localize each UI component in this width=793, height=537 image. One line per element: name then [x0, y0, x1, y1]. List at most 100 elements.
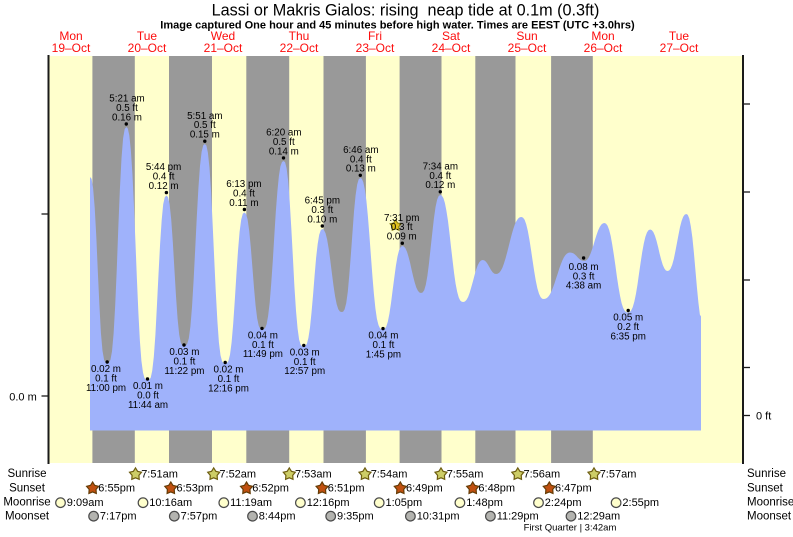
svg-text:6:46 am: 6:46 am [343, 145, 378, 156]
svg-text:7:56am: 7:56am [524, 469, 561, 481]
svg-text:0.04 m: 0.04 m [368, 331, 398, 342]
svg-text:5:44 pm: 5:44 pm [146, 162, 181, 173]
svg-text:24–Oct: 24–Oct [432, 41, 471, 55]
svg-text:11:29pm: 11:29pm [497, 511, 539, 523]
svg-text:First Quarter | 3:42am: First Quarter | 3:42am [524, 523, 617, 534]
svg-text:0.01 m: 0.01 m [133, 381, 163, 392]
svg-text:10:31pm: 10:31pm [417, 511, 460, 523]
svg-text:0.3 ft: 0.3 ft [391, 222, 413, 233]
svg-text:0.02 m: 0.02 m [91, 364, 121, 375]
svg-text:0.11 m: 0.11 m [229, 198, 258, 209]
svg-text:0.04 m: 0.04 m [248, 330, 278, 341]
svg-text:12:57 pm: 12:57 pm [284, 366, 325, 377]
svg-text:Sunset: Sunset [9, 483, 46, 495]
svg-text:Image captured One hour and 45: Image captured One hour and 45 minutes b… [160, 20, 635, 32]
svg-text:0.03 m: 0.03 m [290, 347, 320, 358]
svg-text:4:38 am: 4:38 am [566, 281, 601, 292]
svg-text:11:00 pm: 11:00 pm [86, 383, 126, 394]
svg-text:12:16pm: 12:16pm [307, 497, 350, 509]
svg-text:0.1 ft: 0.1 ft [252, 340, 274, 351]
svg-text:0.1 ft: 0.1 ft [294, 357, 316, 368]
svg-text:2:24pm: 2:24pm [545, 497, 582, 509]
svg-text:7:51am: 7:51am [141, 469, 178, 481]
svg-text:6:49pm: 6:49pm [406, 483, 443, 495]
svg-text:Mon: Mon [591, 29, 614, 43]
svg-text:0.1 ft: 0.1 ft [218, 374, 240, 385]
svg-text:6:51pm: 6:51pm [328, 483, 365, 495]
svg-text:6:48pm: 6:48pm [478, 483, 515, 495]
svg-text:7:57am: 7:57am [600, 469, 637, 481]
svg-text:6:47pm: 6:47pm [555, 483, 592, 495]
svg-text:0.4 ft: 0.4 ft [429, 171, 451, 182]
svg-text:Sun: Sun [516, 29, 537, 43]
svg-text:21–Oct: 21–Oct [204, 41, 243, 55]
svg-text:7:54am: 7:54am [371, 469, 408, 481]
svg-text:0 ft: 0 ft [756, 411, 771, 423]
svg-text:11:49 pm: 11:49 pm [243, 349, 283, 360]
svg-text:6:45 pm: 6:45 pm [305, 196, 340, 207]
svg-text:0.10 m: 0.10 m [307, 214, 337, 225]
svg-text:11:44 am: 11:44 am [128, 400, 168, 411]
svg-text:7:52am: 7:52am [219, 469, 256, 481]
svg-text:25–Oct: 25–Oct [508, 41, 547, 55]
svg-text:5:51 am: 5:51 am [187, 111, 222, 122]
svg-text:6:20 am: 6:20 am [266, 128, 301, 139]
svg-text:6:52pm: 6:52pm [252, 483, 289, 495]
svg-text:Tue: Tue [137, 29, 158, 43]
svg-text:11:22 pm: 11:22 pm [164, 366, 204, 377]
svg-text:Sunset: Sunset [747, 483, 784, 495]
svg-text:0.13 m: 0.13 m [346, 164, 376, 175]
svg-text:0.3 ft: 0.3 ft [311, 205, 333, 216]
svg-text:Moonset: Moonset [747, 510, 792, 522]
svg-text:7:17pm: 7:17pm [100, 511, 137, 523]
svg-text:2:55pm: 2:55pm [622, 497, 659, 509]
svg-text:Sunrise: Sunrise [8, 468, 47, 480]
svg-text:0.2 ft: 0.2 ft [617, 322, 639, 333]
svg-text:9:35pm: 9:35pm [337, 511, 374, 523]
svg-text:0.4 ft: 0.4 ft [350, 154, 372, 165]
svg-text:7:34 am: 7:34 am [423, 161, 458, 172]
svg-text:Fri: Fri [368, 29, 382, 43]
svg-text:19–Oct: 19–Oct [52, 41, 91, 55]
svg-text:Sat: Sat [442, 29, 461, 43]
svg-text:7:53am: 7:53am [295, 469, 332, 481]
svg-text:6:55pm: 6:55pm [98, 483, 135, 495]
svg-text:5:21 am: 5:21 am [109, 94, 144, 105]
svg-text:0.12 m: 0.12 m [149, 181, 179, 192]
svg-text:0.03 m: 0.03 m [169, 347, 199, 358]
svg-text:6:53pm: 6:53pm [177, 483, 214, 495]
svg-text:1:05pm: 1:05pm [386, 497, 423, 509]
svg-text:27–Oct: 27–Oct [660, 41, 699, 55]
svg-text:0.02 m: 0.02 m [214, 365, 244, 376]
svg-text:Tue: Tue [669, 29, 690, 43]
svg-text:0.5 ft: 0.5 ft [273, 137, 295, 148]
svg-text:0.4 ft: 0.4 ft [233, 189, 255, 200]
svg-text:26–Oct: 26–Oct [584, 41, 623, 55]
svg-text:7:31 pm: 7:31 pm [384, 213, 419, 224]
svg-text:7:57pm: 7:57pm [181, 511, 218, 523]
svg-text:0.3 ft: 0.3 ft [573, 271, 595, 282]
svg-text:20–Oct: 20–Oct [128, 41, 167, 55]
svg-text:Wed: Wed [211, 29, 235, 43]
svg-text:0.1 ft: 0.1 ft [174, 356, 196, 367]
svg-text:0.14 m: 0.14 m [269, 146, 299, 157]
svg-text:0.5 ft: 0.5 ft [194, 120, 216, 131]
svg-text:23–Oct: 23–Oct [356, 41, 395, 55]
svg-text:0.4 ft: 0.4 ft [153, 172, 175, 183]
svg-text:Moonrise: Moonrise [747, 497, 793, 509]
svg-text:Lassi or Makris Gialos: rising: Lassi or Makris Gialos: rising neap tide… [212, 2, 600, 20]
svg-text:0.08 m: 0.08 m [569, 262, 599, 273]
svg-text:6:13 pm: 6:13 pm [226, 179, 261, 190]
svg-text:Moonset: Moonset [5, 510, 50, 522]
svg-text:9:09am: 9:09am [67, 497, 104, 509]
svg-text:12:16 pm: 12:16 pm [208, 383, 249, 394]
svg-text:0.0 m: 0.0 m [9, 392, 37, 404]
svg-text:0.16 m: 0.16 m [112, 112, 142, 123]
svg-text:Sunrise: Sunrise [747, 468, 786, 480]
svg-text:0.5 ft: 0.5 ft [116, 103, 138, 114]
svg-text:6:35 pm: 6:35 pm [610, 331, 645, 342]
svg-text:0.15 m: 0.15 m [190, 130, 220, 141]
svg-text:10:16am: 10:16am [149, 497, 192, 509]
svg-text:1:48pm: 1:48pm [466, 497, 503, 509]
svg-text:Moonrise: Moonrise [3, 497, 50, 509]
